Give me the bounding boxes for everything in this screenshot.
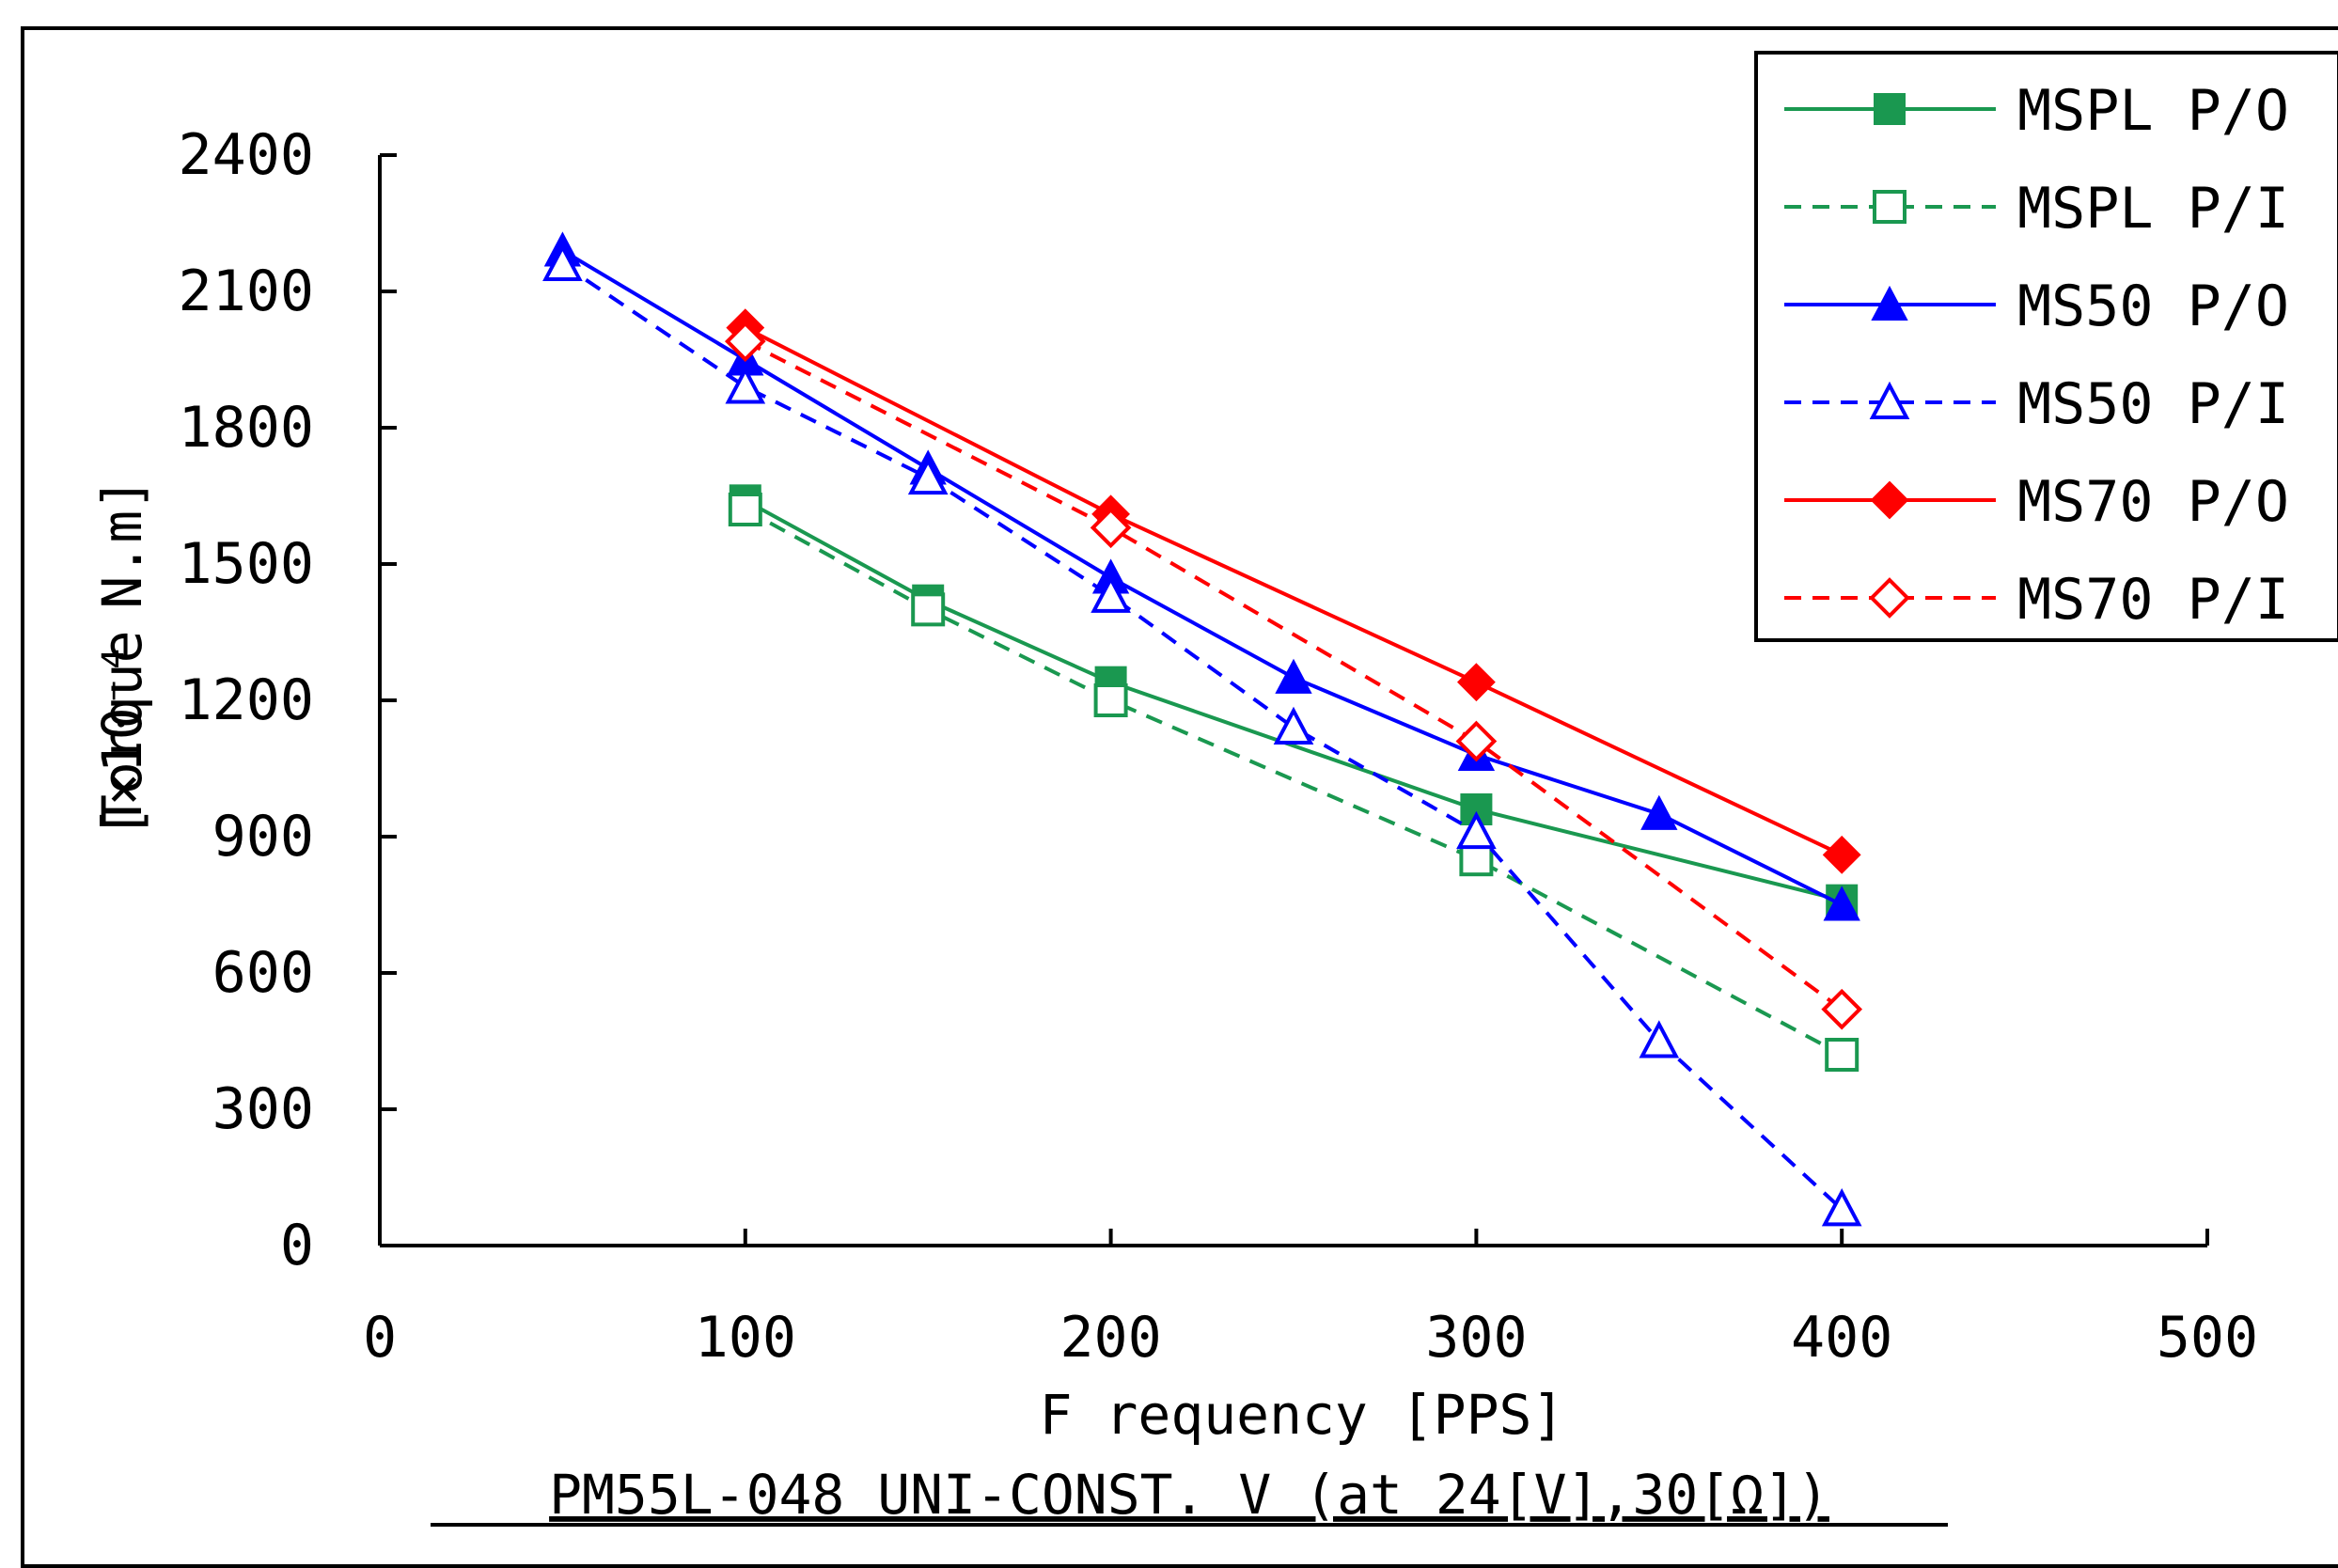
y-tick-label: 2100 xyxy=(179,259,315,324)
data-point xyxy=(1823,886,1860,921)
legend-label: MS50 P/O xyxy=(2017,274,2289,339)
data-point xyxy=(1093,683,1128,717)
data-point xyxy=(911,592,946,627)
legend-box xyxy=(1754,51,2338,642)
y-tick-label: 600 xyxy=(212,940,314,1006)
data-point xyxy=(1821,1188,1862,1227)
legend-label: MSPL P/I xyxy=(2017,176,2289,242)
data-point xyxy=(1456,810,1497,850)
data-point xyxy=(1091,574,1131,613)
x-tick-label: 100 xyxy=(695,1305,796,1371)
y-axis-unit: [×10⁻⁴ N.m] xyxy=(90,478,154,839)
data-point xyxy=(725,366,766,404)
series-line xyxy=(744,339,1844,1011)
x-tick-label: 400 xyxy=(1791,1305,1892,1371)
legend-swatch-marker xyxy=(1869,381,1910,419)
series-line xyxy=(561,248,1844,907)
tick-labels: 0 300 600 900 1200 1500 1800 2100 2400 0 100 200 300… xyxy=(179,122,2259,1371)
data-point xyxy=(907,456,949,495)
legend: MSPL P/O MSPL P/I MS50 P/O MS50 P/I MS70 P/O… xyxy=(1754,51,2338,642)
legend-swatch-marker xyxy=(1870,480,1909,520)
x-tick-label: 200 xyxy=(1059,1305,1161,1371)
data-point xyxy=(1459,842,1494,877)
data-point xyxy=(724,321,766,362)
legend-label: MS50 P/I xyxy=(2017,371,2289,437)
legend-label: MS70 P/I xyxy=(2017,567,2289,633)
y-tick-label: 1200 xyxy=(179,667,315,733)
y-tick-label: 1500 xyxy=(179,531,315,597)
y-tick-label: 1800 xyxy=(179,395,315,461)
data-point xyxy=(1639,1020,1680,1058)
data-point xyxy=(1825,1038,1859,1072)
x-tick-label: 300 xyxy=(1425,1305,1527,1371)
legend-swatch-marker xyxy=(1871,285,1908,321)
data-point xyxy=(542,243,583,281)
y-tick-label: 300 xyxy=(212,1076,314,1142)
caption: PM55L-048 UNI-CONST. V (at 24[V],30[Ω]) xyxy=(549,1463,1829,1527)
y-tick-label: 2400 xyxy=(179,122,315,188)
x-tick-label: 500 xyxy=(2157,1305,2258,1371)
y-tick-label: 0 xyxy=(280,1213,314,1278)
data-point xyxy=(1640,794,1678,830)
y-axis-title: Torque xyxy=(90,630,154,827)
legend-label: MSPL P/O xyxy=(2017,78,2289,144)
data-point xyxy=(1456,663,1496,702)
data-point xyxy=(1090,507,1132,549)
data-point xyxy=(1273,706,1314,745)
x-tick-label: 0 xyxy=(363,1305,397,1371)
legend-label: MS70 P/O xyxy=(2017,469,2289,535)
data-point xyxy=(1822,835,1861,874)
data-point xyxy=(1821,988,1863,1030)
legend-swatch-marker xyxy=(1873,190,1906,224)
series-layer xyxy=(542,231,1863,1227)
legend-swatch-marker xyxy=(1874,93,1906,125)
data-point xyxy=(1275,658,1312,694)
series-line xyxy=(561,262,1844,1211)
x-axis-title: F requency [PPS] xyxy=(1040,1383,1565,1447)
data-point xyxy=(728,493,762,526)
legend-swatch-marker xyxy=(1869,577,1910,619)
series-line xyxy=(744,498,1843,902)
axes xyxy=(378,153,2209,1247)
series-line xyxy=(744,325,1844,857)
data-point xyxy=(1455,720,1498,762)
y-tick-label: 900 xyxy=(212,804,314,870)
